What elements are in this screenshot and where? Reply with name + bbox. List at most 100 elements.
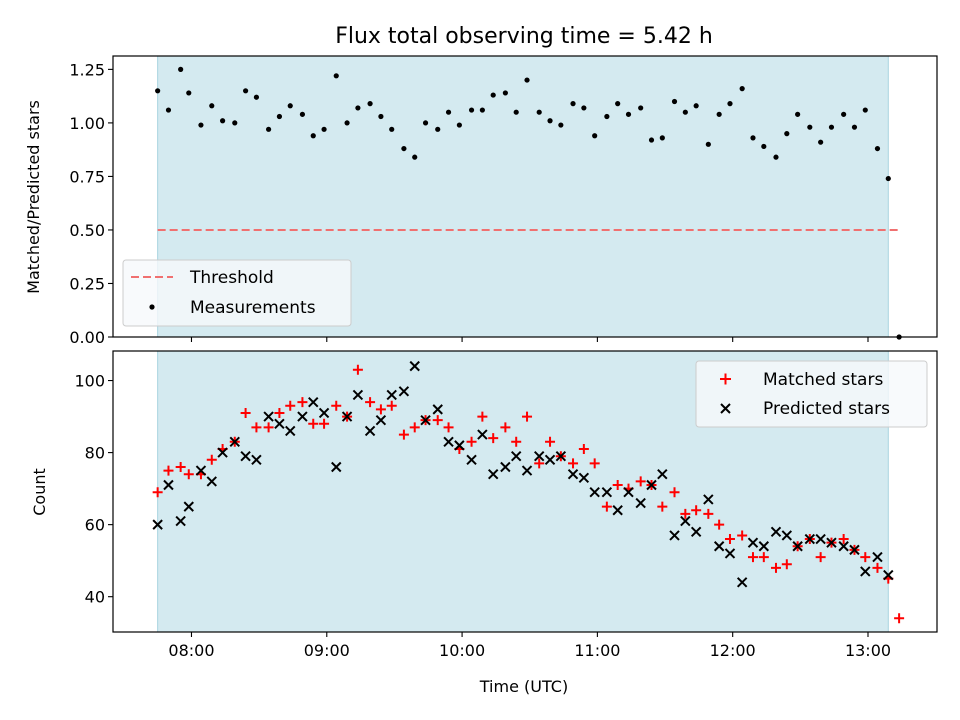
- measurement-point: [355, 105, 361, 111]
- ratio-y-tick-label: 0.25: [69, 274, 105, 293]
- matched-star-point: [860, 552, 871, 563]
- count-panel-frame: [112, 350, 938, 633]
- matched-star-point: [251, 422, 262, 433]
- predicted-star-point: [386, 389, 397, 401]
- measurement-point: [502, 90, 508, 96]
- predicted-star-point: [657, 469, 668, 480]
- matched-star-point: [511, 436, 522, 447]
- x-axis-label: Time (UTC): [479, 677, 568, 696]
- matched-star-point: [657, 501, 668, 512]
- measurement-point: [253, 94, 260, 100]
- measurement-point: [422, 120, 429, 126]
- matched-star-point: [365, 397, 376, 408]
- predicted-star-point: [826, 537, 837, 548]
- predicted-star-point: [163, 479, 174, 491]
- measurement-point: [513, 109, 519, 115]
- predicted-star-point: [152, 519, 163, 530]
- predicted-star-point: [409, 360, 420, 372]
- predicted-star-point: [240, 450, 251, 462]
- predicted-star-point: [758, 541, 770, 552]
- matched-star-point: [669, 487, 680, 498]
- matched-star-point: [152, 487, 163, 498]
- predicted-star-point: [872, 551, 883, 563]
- measurement-point: [750, 135, 756, 141]
- measurement-point: [558, 122, 564, 128]
- legend-matched-swatch: [720, 373, 731, 385]
- predicted-star-point: [308, 396, 319, 408]
- matched-star-point: [398, 429, 409, 440]
- matched-star-point: [308, 418, 319, 429]
- predicted-star-point: [331, 461, 342, 473]
- measurement-point: [761, 143, 767, 150]
- matched-star-point: [477, 411, 488, 422]
- predicted-star-point: [510, 450, 522, 462]
- predicted-star-point: [398, 386, 410, 397]
- x-tick-label: 08:00: [168, 641, 214, 660]
- predicted-star-point: [883, 569, 894, 581]
- measurement-point: [367, 101, 373, 107]
- matched-star-point: [331, 400, 342, 411]
- matched-star-point: [386, 400, 397, 411]
- predicted-star-point: [352, 389, 364, 401]
- x-tick-label: 11:00: [574, 641, 620, 660]
- matched-star-point: [500, 422, 511, 433]
- chart-title: Flux total observing time = 5.42 h: [335, 24, 713, 49]
- matched-star-point: [747, 552, 758, 563]
- predicted-star-point: [770, 526, 782, 538]
- measurement-point: [155, 88, 161, 94]
- measurement-point: [547, 118, 553, 124]
- measurement-point: [479, 107, 485, 113]
- measurement-point: [784, 131, 790, 137]
- predicted-star-point: [375, 414, 387, 426]
- measurement-point: [851, 124, 858, 130]
- matched-star-point: [443, 422, 454, 433]
- predicted-star-point: [680, 515, 691, 527]
- measurement-point: [570, 101, 576, 107]
- count-y-tick-label: 80: [85, 444, 105, 463]
- predicted-star-point: [623, 487, 634, 498]
- matched-star-point: [285, 400, 296, 411]
- predicted-star-point: [703, 494, 714, 505]
- predicted-star-point: [815, 533, 826, 545]
- matched-star-point: [872, 562, 883, 573]
- matched-star-point: [297, 397, 308, 408]
- matched-star-point: [680, 508, 691, 519]
- matched-star-point: [578, 443, 589, 454]
- matched-star-point: [612, 480, 623, 491]
- matched-star-point: [488, 433, 499, 444]
- x-tick-label: 09:00: [304, 641, 350, 660]
- measurement-point: [321, 126, 327, 132]
- predicted-star-point: [466, 454, 477, 466]
- matched-star-point: [352, 364, 363, 375]
- measurement-point: [435, 126, 441, 132]
- predicted-star-point: [601, 487, 613, 498]
- measurement-point: [716, 111, 722, 117]
- matched-star-point: [724, 534, 735, 545]
- measurement-point: [165, 107, 172, 113]
- measurement-point: [592, 133, 598, 139]
- measurement-point: [807, 124, 813, 130]
- predicted-star-point: [747, 537, 759, 548]
- measurement-point: [378, 113, 384, 120]
- predicted-star-point: [578, 472, 590, 484]
- measurement-point: [524, 77, 530, 83]
- matched-star-point: [183, 469, 194, 480]
- predicted-star-point: [318, 407, 330, 419]
- measurement-point: [198, 122, 204, 128]
- predicted-star-point: [713, 541, 725, 552]
- predicted-star-point: [175, 515, 186, 527]
- predicted-star-point: [454, 440, 465, 451]
- measurement-point: [841, 111, 847, 117]
- measurement-point: [333, 73, 339, 79]
- predicted-star-point: [217, 447, 228, 458]
- count-y-tick-label: 100: [74, 372, 105, 391]
- predicted-star-point: [589, 487, 600, 498]
- legend-threshold-label: Threshold: [189, 268, 274, 288]
- predicted-star-point: [690, 526, 702, 538]
- measurement-point: [638, 105, 644, 111]
- measurement-point: [456, 122, 462, 128]
- predicted-star-point: [443, 436, 454, 447]
- predicted-star-point: [646, 479, 657, 491]
- predicted-star-point: [860, 566, 871, 577]
- matched-star-point: [263, 422, 274, 433]
